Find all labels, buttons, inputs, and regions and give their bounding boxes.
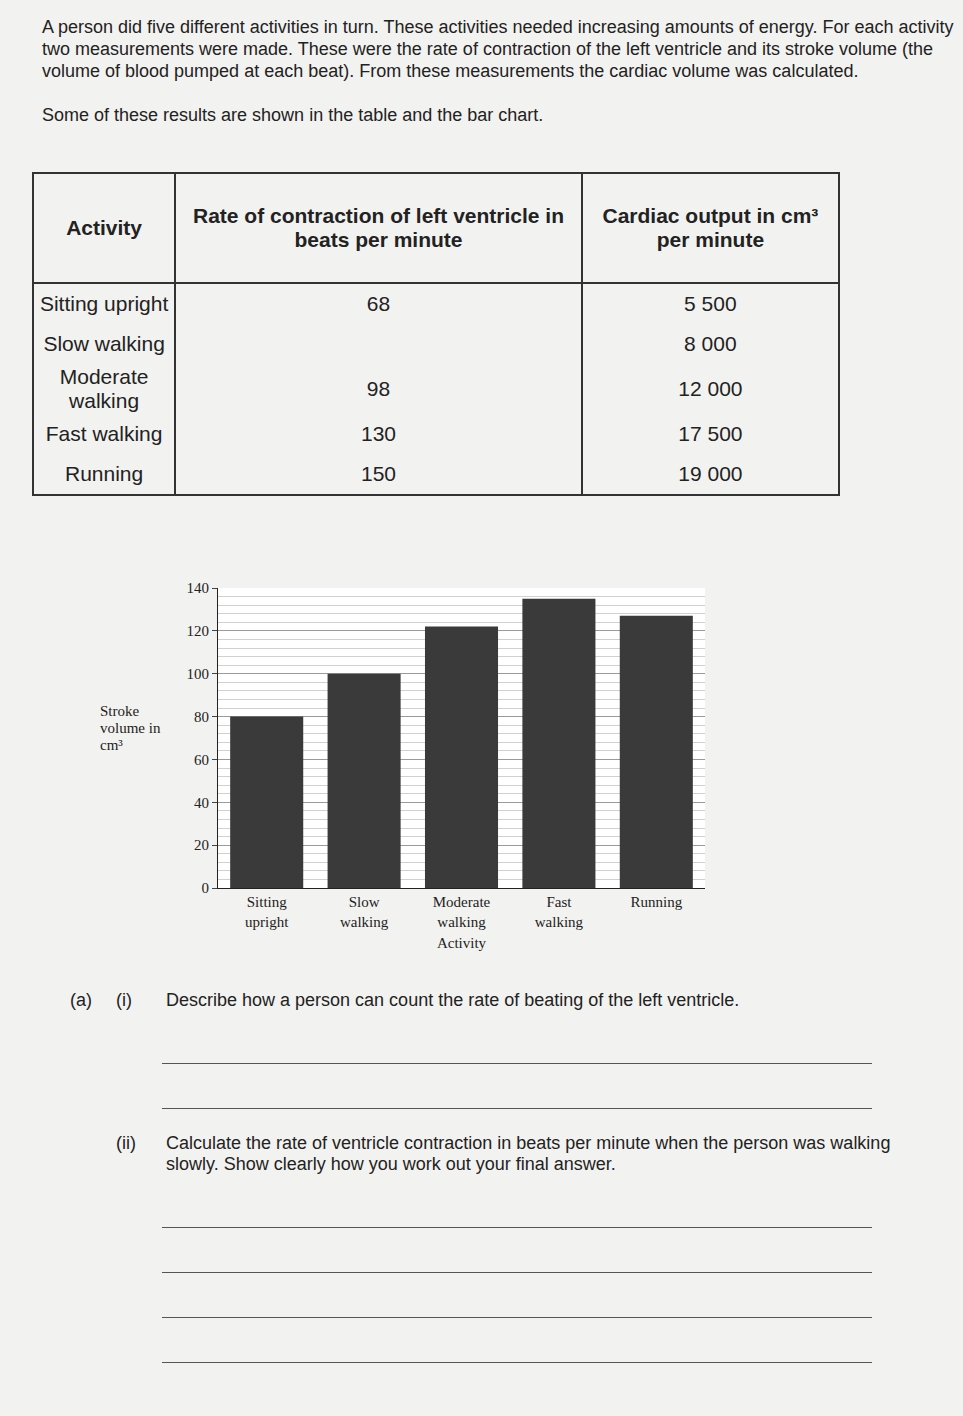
svg-text:80: 80 bbox=[194, 709, 209, 725]
html-text:8 000: 8 000 bbox=[684, 332, 737, 355]
html-text:Stroke volume in cm³: Stroke volume in cm³ bbox=[100, 703, 161, 753]
svg-text:Activity: Activity bbox=[437, 935, 487, 951]
html-text:Some of these results are show: Some of these results are shown in the t… bbox=[42, 105, 544, 125]
html-text:12 000: 12 000 bbox=[678, 377, 743, 400]
svg-text:120: 120 bbox=[187, 623, 210, 639]
svg-text:140: 140 bbox=[187, 580, 210, 596]
html-text:150: 150 bbox=[361, 462, 396, 485]
html-text:Activity: Activity bbox=[66, 216, 142, 239]
svg-text:Running: Running bbox=[630, 894, 682, 910]
html-text:A person did five different ac: A person did five different activities i… bbox=[42, 17, 954, 81]
html-text:Slow walking: Slow walking bbox=[43, 332, 165, 355]
svg-text:0: 0 bbox=[202, 880, 210, 896]
html-text:19 000: 19 000 bbox=[678, 462, 743, 485]
html-text:Cardiac output in cm³ per minu: Cardiac output in cm³ per minute bbox=[602, 204, 819, 251]
html-text:Rate of contraction of left ve: Rate of contraction of left ventricle in… bbox=[193, 204, 564, 251]
html-text:(a): (a) bbox=[70, 990, 92, 1010]
svg-text:20: 20 bbox=[194, 837, 209, 853]
html-text:Running: Running bbox=[65, 462, 144, 485]
html-text:Moderate walking: Moderate walking bbox=[59, 365, 149, 412]
html-text:5 500: 5 500 bbox=[684, 292, 737, 315]
html-text:Sitting upright: Sitting upright bbox=[39, 292, 169, 315]
html-text:Calculate the rate of ventricl: Calculate the rate of ventricle contract… bbox=[166, 1133, 891, 1174]
html-text:(i): (i) bbox=[116, 990, 132, 1010]
html-text:130: 130 bbox=[361, 422, 396, 445]
html-text:Fast walking: Fast walking bbox=[45, 422, 163, 445]
svg-text:Fastwalking: Fastwalking bbox=[535, 894, 584, 930]
svg-text:Slowwalking: Slowwalking bbox=[340, 894, 389, 930]
svg-text:100: 100 bbox=[187, 666, 210, 682]
svg-text:Sittingupright: Sittingupright bbox=[245, 894, 289, 930]
svg-text:60: 60 bbox=[194, 752, 209, 768]
html-text:(ii): (ii) bbox=[116, 1133, 136, 1153]
svg-text:Moderatewalking: Moderatewalking bbox=[433, 894, 491, 930]
svg-text:40: 40 bbox=[194, 795, 209, 811]
html-text:98: 98 bbox=[366, 377, 391, 400]
html-text:68: 68 bbox=[366, 292, 391, 315]
html-text:Describe how a person can coun: Describe how a person can count the rate… bbox=[166, 990, 740, 1010]
html-text:17 500: 17 500 bbox=[678, 422, 743, 445]
